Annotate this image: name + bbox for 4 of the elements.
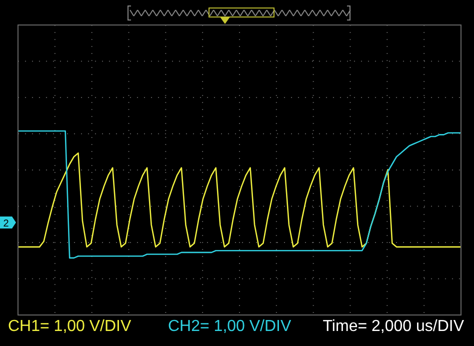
- text: CH2= 1,00 V/DIV: [168, 318, 292, 335]
- text: 2: [3, 218, 10, 230]
- text: CH1= 1,00 V/DIV: [8, 318, 132, 336]
- x-axis-title: Time= 2,000 us/DIV: [322, 318, 464, 336]
